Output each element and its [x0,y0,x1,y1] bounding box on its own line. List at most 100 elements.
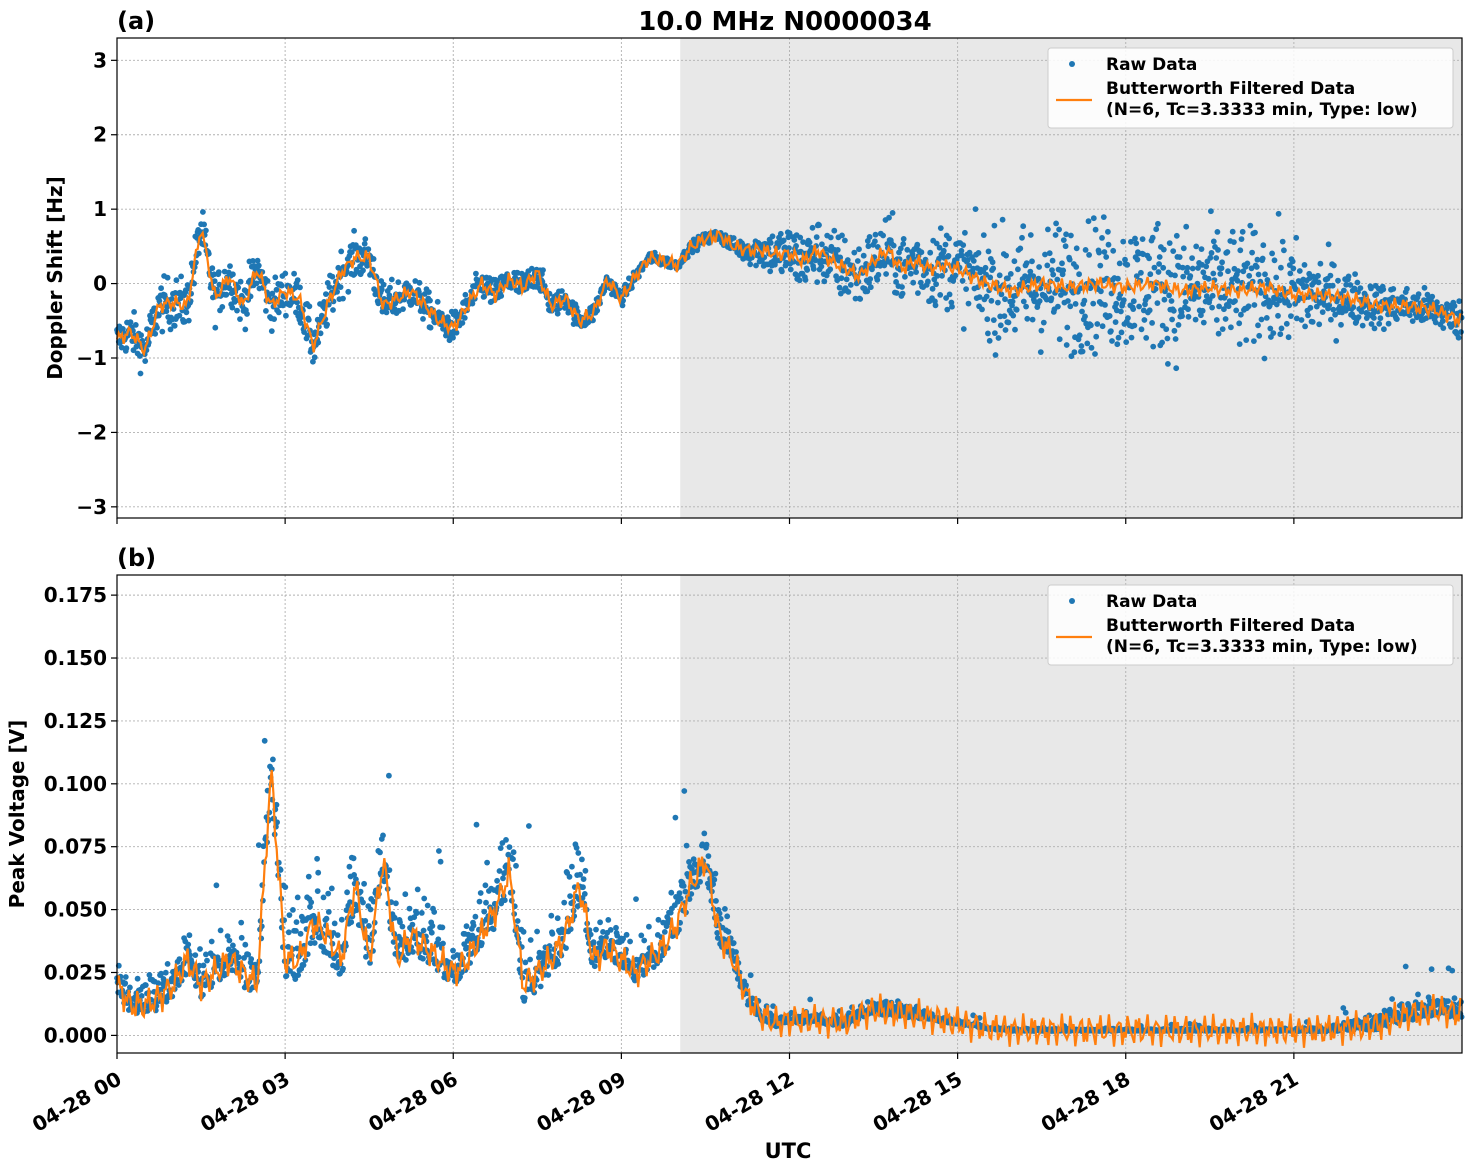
raw-data-point [1381,326,1387,333]
raw-data-point [1159,322,1166,329]
raw-data-point [814,279,821,285]
raw-data-point [323,291,329,297]
raw-data-point [348,919,355,926]
x-axis-label: UTC [765,1139,812,1163]
raw-data-point [1109,338,1115,344]
raw-data-point [171,322,178,329]
raw-data-point [277,867,284,873]
raw-data-point [1192,316,1199,323]
raw-data-point [960,242,967,249]
raw-data-point [1056,336,1063,343]
raw-data-point [672,814,679,821]
raw-data-point [1068,232,1074,239]
raw-data-point [1122,256,1128,263]
raw-data-point [182,971,189,978]
raw-data-point [208,938,215,945]
x-tick-label: 04-28 03 [196,1067,294,1137]
raw-data-point [253,280,260,287]
raw-data-point [1273,301,1280,308]
raw-data-point [1099,323,1106,330]
raw-data-point [1195,265,1201,271]
raw-data-point [219,304,226,310]
raw-data-point [1377,315,1384,322]
raw-data-point [1354,279,1361,286]
raw-data-point [857,296,864,302]
raw-data-point [123,345,130,352]
raw-data-point [701,830,708,837]
raw-data-point [328,885,335,892]
raw-data-point [831,227,838,234]
raw-data-point [1368,321,1375,327]
raw-data-point [880,232,886,239]
raw-data-point [1050,271,1057,278]
raw-data-point [306,303,313,310]
raw-data-point [1029,258,1035,265]
raw-data-point [1087,285,1094,292]
raw-data-point [1251,338,1257,344]
raw-data-point [152,330,159,337]
raw-data-point [1093,333,1100,340]
raw-data-point [158,285,165,292]
raw-data-point [1199,307,1206,314]
raw-data-point [988,297,995,304]
raw-data-point [1149,234,1156,241]
legend-filtered-label-line2: (N=6, Tc=3.3333 min, Type: low) [1106,637,1418,657]
raw-data-point [1001,313,1008,319]
raw-data-point [1189,265,1196,272]
raw-data-point [819,241,825,248]
raw-data-point [162,969,169,976]
raw-data-point [269,290,276,297]
y-tick-label: −2 [76,420,107,444]
raw-data-point [331,920,338,927]
raw-data-point [779,268,785,275]
raw-data-point [300,962,307,968]
raw-data-point [872,231,879,238]
raw-data-point [334,932,341,938]
legend-raw-label: Raw Data [1106,55,1197,75]
raw-data-point [1214,229,1221,235]
raw-data-point [668,889,675,896]
raw-data-point [1165,361,1171,367]
raw-data-point [1279,238,1286,245]
raw-data-point [1225,303,1232,310]
raw-data-point [1131,322,1138,329]
raw-data-point [680,883,687,889]
raw-data-point [154,324,160,331]
raw-data-point [837,254,844,261]
raw-data-point [1264,277,1271,283]
raw-data-point [1115,334,1122,341]
raw-data-point [686,896,693,902]
raw-data-point [324,321,330,328]
raw-data-point [703,841,710,848]
raw-data-point [168,296,175,302]
raw-data-point [1389,996,1395,1002]
x-tick-label: 04-28 09 [532,1067,630,1137]
raw-data-point [234,307,240,314]
raw-data-point [995,299,1001,306]
raw-data-point [902,273,908,280]
raw-data-point [1081,297,1088,304]
raw-data-point [1156,254,1163,260]
raw-data-point [122,980,129,987]
raw-data-point [283,312,289,319]
raw-data-point [403,957,409,963]
raw-data-point [497,845,504,851]
raw-data-point [291,270,297,277]
raw-data-point [809,224,816,231]
y-tick-label: 0.175 [44,583,107,607]
raw-data-point [650,964,657,970]
raw-data-point [1261,355,1268,362]
raw-data-point [188,959,195,966]
raw-data-point [1033,292,1039,298]
raw-data-point [1263,315,1270,321]
raw-data-point [294,894,301,901]
raw-data-point [282,270,289,277]
raw-data-point [163,308,170,315]
raw-data-point [1306,270,1313,277]
raw-data-point [1362,292,1368,298]
raw-data-point [340,965,346,972]
raw-data-point [946,291,953,298]
raw-data-point [545,972,552,978]
raw-data-point [146,972,153,978]
